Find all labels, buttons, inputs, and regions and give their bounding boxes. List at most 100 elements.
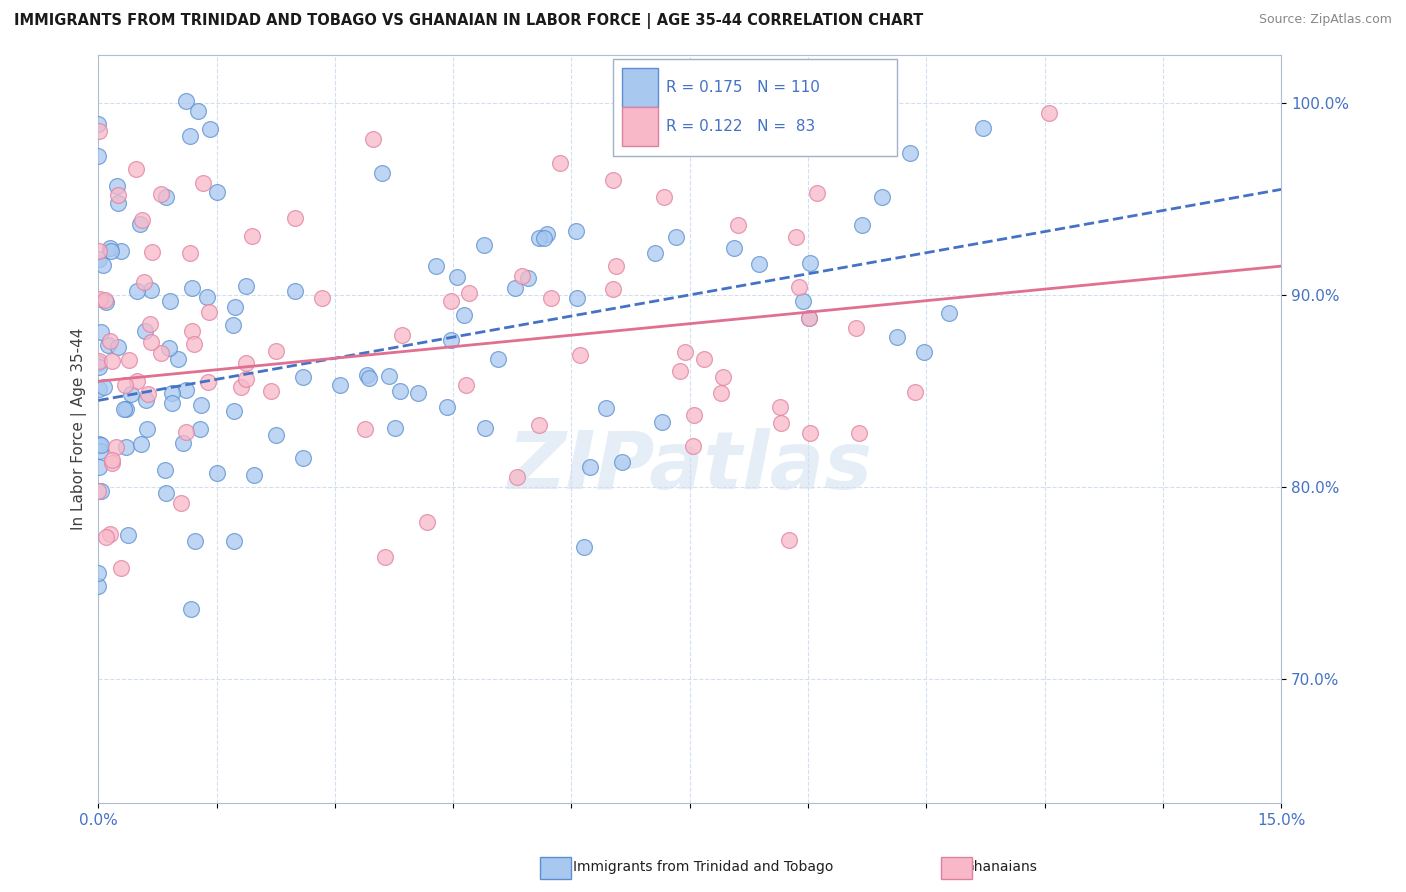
Point (284, 284, 307, 298)
Point (440, 294, 463, 309)
Point (98, 241, 121, 255)
Point (292, 451, 315, 466)
Point (141, 244, 163, 259)
Point (235, 356, 257, 370)
Text: IMMIGRANTS FROM TRINIDAD AND TOBAGO VS GHANAIAN IN LABOR FORCE | AGE 35-44 CORRE: IMMIGRANTS FROM TRINIDAD AND TOBAGO VS G… (14, 13, 924, 29)
Point (134, 276, 156, 290)
Point (388, 384, 411, 399)
Point (357, 371, 380, 385)
Point (94, 530, 117, 544)
Point (155, 189, 177, 203)
Point (565, 292, 588, 306)
Point (207, 186, 229, 200)
Point (851, 218, 873, 232)
Point (898, 145, 921, 160)
Point (904, 384, 927, 399)
Point (90, 484, 112, 499)
Point (439, 334, 461, 348)
Point (136, 387, 159, 401)
Point (96, 295, 118, 310)
Point (179, 246, 201, 260)
Point (115, 440, 138, 454)
Point (174, 383, 197, 397)
Point (243, 467, 266, 482)
Point (222, 318, 245, 332)
Point (264, 428, 287, 442)
Point (150, 346, 173, 360)
Point (87, 484, 110, 499)
Point (131, 437, 153, 451)
Point (87, 123, 110, 137)
Point (87, 359, 110, 374)
Point (972, 121, 994, 136)
Point (536, 227, 558, 242)
Point (125, 285, 148, 299)
Point (769, 416, 792, 430)
Point (446, 270, 468, 285)
Text: ZIPatlas: ZIPatlas (508, 427, 872, 506)
Point (354, 422, 377, 436)
Point (384, 421, 406, 435)
Point (198, 305, 221, 319)
Point (356, 368, 378, 383)
Point (141, 334, 163, 349)
Point (799, 310, 821, 325)
Point (87, 252, 110, 267)
Point (115, 402, 138, 417)
Point (797, 310, 820, 325)
Point (644, 246, 666, 260)
Point (112, 401, 135, 416)
Point (181, 324, 204, 338)
Point (162, 395, 184, 409)
Point (568, 348, 591, 362)
Point (486, 352, 509, 367)
Point (101, 354, 124, 368)
Point (222, 533, 245, 548)
Point (374, 549, 396, 564)
Point (174, 94, 197, 108)
Point (87, 579, 110, 593)
Point (565, 223, 588, 237)
Point (197, 375, 219, 389)
Point (240, 229, 263, 244)
Point (87, 117, 110, 131)
Point (104, 440, 127, 454)
Point (938, 306, 960, 320)
Point (602, 173, 624, 187)
Point (90, 326, 112, 340)
Point (260, 384, 283, 398)
Point (291, 370, 314, 384)
Point (605, 259, 627, 273)
Point (682, 408, 704, 422)
Point (578, 459, 600, 474)
Point (101, 456, 124, 470)
Point (87, 148, 110, 162)
Point (110, 244, 132, 259)
Point (391, 327, 413, 342)
Point (510, 268, 533, 283)
Point (117, 528, 139, 542)
Point (150, 186, 173, 201)
Point (785, 230, 807, 244)
Point (710, 385, 733, 400)
Point (872, 136, 894, 151)
Point (682, 440, 704, 454)
Point (533, 231, 555, 245)
Point (1038, 106, 1060, 120)
Point (848, 426, 870, 441)
Point (184, 534, 207, 549)
Point (107, 188, 129, 202)
Point (110, 561, 132, 575)
Point (183, 336, 205, 351)
Point (120, 387, 142, 401)
Point (912, 345, 935, 359)
Point (188, 422, 211, 436)
Point (187, 104, 209, 119)
Point (235, 278, 257, 293)
Point (506, 470, 529, 484)
Point (517, 270, 540, 285)
Point (748, 257, 770, 271)
Point (456, 378, 478, 392)
Point (870, 190, 893, 204)
Point (125, 162, 148, 177)
